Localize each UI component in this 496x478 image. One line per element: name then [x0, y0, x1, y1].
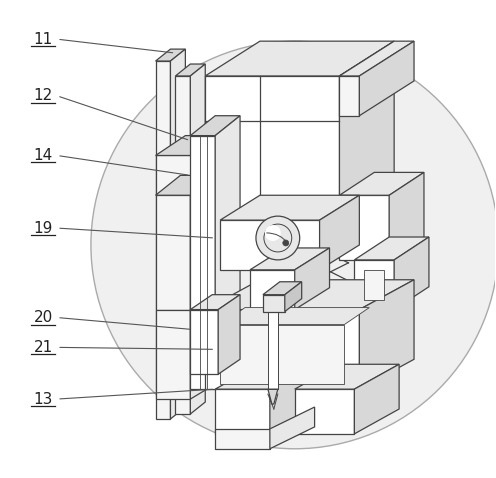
- Polygon shape: [263, 282, 302, 294]
- Polygon shape: [218, 294, 240, 374]
- Polygon shape: [156, 155, 205, 195]
- Polygon shape: [250, 270, 295, 310]
- Polygon shape: [205, 41, 394, 76]
- Polygon shape: [171, 49, 186, 419]
- Polygon shape: [176, 76, 190, 414]
- Text: 12: 12: [34, 88, 53, 103]
- Polygon shape: [215, 429, 270, 449]
- Circle shape: [91, 41, 496, 449]
- Polygon shape: [270, 364, 314, 434]
- Polygon shape: [156, 310, 190, 399]
- Polygon shape: [389, 173, 424, 260]
- Polygon shape: [359, 280, 414, 389]
- Polygon shape: [365, 270, 384, 300]
- Polygon shape: [215, 389, 270, 434]
- Polygon shape: [190, 136, 215, 389]
- Polygon shape: [354, 237, 429, 260]
- Text: 11: 11: [34, 32, 53, 47]
- Polygon shape: [205, 76, 339, 220]
- Polygon shape: [190, 294, 240, 310]
- Polygon shape: [176, 64, 205, 76]
- Polygon shape: [220, 195, 359, 220]
- Polygon shape: [220, 220, 319, 270]
- Polygon shape: [156, 195, 190, 310]
- Polygon shape: [190, 64, 205, 414]
- Polygon shape: [250, 248, 329, 270]
- Polygon shape: [205, 280, 414, 310]
- Polygon shape: [205, 310, 359, 389]
- Polygon shape: [220, 325, 344, 384]
- Polygon shape: [156, 61, 171, 419]
- Polygon shape: [339, 76, 359, 116]
- Text: 14: 14: [34, 148, 53, 163]
- Circle shape: [256, 216, 300, 260]
- Polygon shape: [394, 237, 429, 310]
- Polygon shape: [220, 308, 370, 325]
- Polygon shape: [319, 195, 359, 270]
- Polygon shape: [270, 407, 314, 449]
- Text: 13: 13: [34, 391, 53, 407]
- Polygon shape: [215, 116, 240, 389]
- Polygon shape: [190, 175, 215, 310]
- Polygon shape: [268, 389, 278, 404]
- Polygon shape: [190, 116, 240, 136]
- Text: 21: 21: [34, 340, 53, 355]
- Circle shape: [283, 240, 289, 246]
- Polygon shape: [215, 364, 314, 389]
- Polygon shape: [354, 364, 399, 434]
- Polygon shape: [339, 41, 414, 76]
- Polygon shape: [359, 41, 414, 116]
- Text: 20: 20: [34, 310, 53, 325]
- Circle shape: [265, 225, 281, 241]
- Text: 19: 19: [34, 220, 53, 236]
- Polygon shape: [268, 310, 278, 389]
- Polygon shape: [339, 41, 394, 220]
- Polygon shape: [295, 248, 329, 310]
- Polygon shape: [205, 136, 235, 195]
- Polygon shape: [339, 195, 389, 260]
- Polygon shape: [156, 175, 215, 195]
- Polygon shape: [190, 294, 215, 399]
- Polygon shape: [295, 389, 354, 434]
- Polygon shape: [285, 282, 302, 312]
- Polygon shape: [156, 136, 235, 155]
- Polygon shape: [190, 310, 218, 374]
- Polygon shape: [339, 173, 424, 195]
- Polygon shape: [156, 49, 186, 61]
- Polygon shape: [295, 364, 399, 389]
- Polygon shape: [263, 294, 285, 312]
- Polygon shape: [354, 260, 394, 310]
